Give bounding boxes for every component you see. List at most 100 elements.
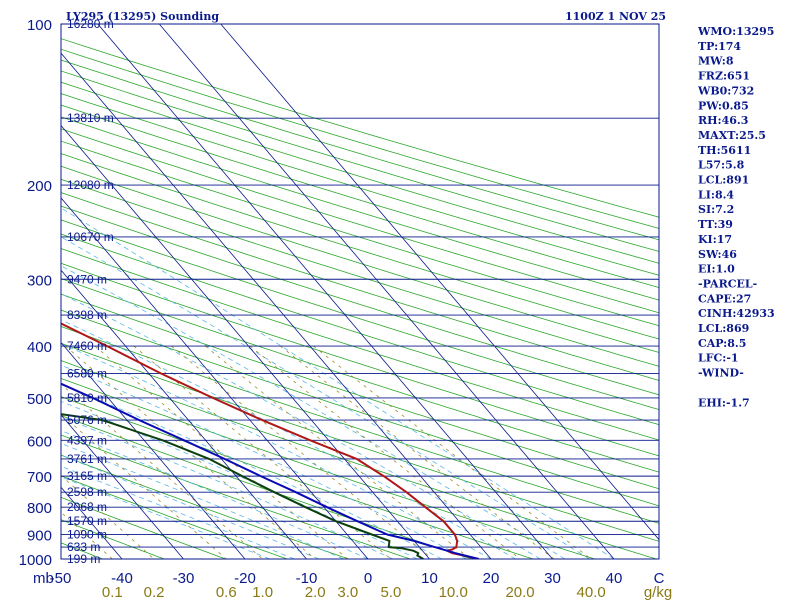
index-value: KI:17 [698,233,732,246]
index-value: TP:174 [698,40,741,53]
index-value: LI:8.4 [698,188,734,201]
height-label: 16280 m [67,17,114,31]
mixing-ratio-line [205,345,471,559]
height-label: 1570 m [67,514,107,528]
temperature-tick-label: -40 [111,570,133,587]
mixing-ratio-line [94,345,349,559]
dry-adiabat [61,434,411,559]
height-label: 7460 m [67,339,107,353]
index-value: EI:1.0 [698,263,735,276]
index-value: TT:39 [698,218,733,231]
background-grid [61,24,659,559]
height-label: 3165 m [67,469,107,483]
index-value: MW:8 [698,55,734,68]
index-value: WMO:13295 [697,25,774,38]
index-value: L57:5.8 [698,159,745,172]
dry-adiabat [61,48,659,229]
index-value: LCL:869 [698,322,749,335]
temperature-tick-label: -10 [296,570,318,587]
index-value: CINH:42933 [698,307,775,320]
index-value: EHI:-1.7 [698,396,750,409]
mixing-ratio-tick-label: 10.0 [439,584,468,600]
index-value: LCL:891 [698,174,749,187]
dry-adiabat [61,342,659,542]
dry-adiabat [61,81,659,264]
dry-adiabat [61,192,659,381]
temperature-unit-label: C [654,570,665,587]
height-label: 2598 m [67,485,107,499]
height-label: 5076 m [67,413,107,427]
pressure-tick-label: 900 [27,528,52,545]
index-value: RH:46.3 [698,114,748,127]
index-value: PW:0.85 [698,99,749,112]
mixing-ratio-unit-label: g/kg [644,584,672,600]
moist-adiabat [61,442,344,559]
moist-adiabat [61,236,590,559]
mixing-ratio-tick-label: 40.0 [576,584,605,600]
dry-adiabat [61,233,659,426]
pressure-tick-label: 200 [27,178,52,195]
moist-adiabat [61,383,442,559]
height-label: 12080 m [67,178,114,192]
dry-adiabat [61,219,659,411]
height-label: 3761 m [67,452,107,466]
mixing-ratio-tick-label: 5.0 [380,584,401,600]
isotherm [61,124,430,559]
isotherm [97,24,553,559]
mixing-ratio-line [280,345,555,559]
mixing-ratio-tick-label: 20.0 [505,584,534,600]
chart-timestamp: 1100Z 1 NOV 25 [565,10,666,23]
height-label: 6589 m [67,366,107,380]
pressure-tick-label: 600 [27,433,52,450]
pressure-tick-label: 300 [27,272,52,289]
isotherm [158,24,615,559]
height-label: 8398 m [67,308,107,322]
index-value: LFC:-1 [698,352,739,365]
parcel-profile [61,382,479,559]
index-value: FRZ:651 [698,70,750,83]
temperature-tick-label: 10 [421,570,438,587]
dry-adiabat [61,309,659,507]
height-label: 10670 m [67,230,114,244]
dry-adiabat [61,262,659,457]
index-value: -PARCEL- [698,277,757,290]
mixing-ratio-tick-label: 2.0 [305,584,326,600]
isotherm [61,341,246,559]
index-value: SW:46 [698,248,737,261]
dry-adiabat [61,205,659,396]
height-label: 9470 m [67,272,107,286]
moist-adiabat [61,416,393,559]
dry-adiabat [61,293,659,490]
dry-adiabat [61,178,659,367]
pressure-tick-label: 500 [27,391,52,408]
index-value: SI:7.2 [698,203,734,216]
dry-adiabat [61,165,659,353]
pressure-tick-label: 400 [27,339,52,356]
mixing-ratio-tick-label: 0.1 [102,584,123,600]
dry-adiabat [61,104,659,288]
isobars [61,24,659,559]
plot-area [61,24,659,559]
mixing-ratio-line [249,345,521,559]
dry-adiabat [61,59,659,241]
index-value: MAXT:25.5 [698,129,766,142]
temperature-tick-label: 40 [606,570,623,587]
pressure-tick-label: 100 [27,17,52,34]
mixing-ratio-tick-label: 1.0 [252,584,273,600]
temperature-tick-label: -20 [234,570,256,587]
height-label: 199 m [67,552,100,566]
temperature-tick-label: -50 [50,570,72,587]
mixing-ratio-tick-label: 0.6 [216,584,237,600]
mixing-ratio-tick-label: 0.2 [144,584,165,600]
dry-adiabat [61,326,659,524]
temperature-tick-label: -30 [173,570,195,587]
dry-adiabat [61,278,659,473]
plot-frame [60,23,660,560]
pressure-tick-label: 700 [27,469,52,486]
pressure-tick-label: 800 [27,500,52,517]
temperature-tick-label: 20 [483,570,500,587]
moist-adiabat [61,476,270,559]
height-label: 1090 m [67,528,107,542]
temperature-profile [61,322,479,559]
